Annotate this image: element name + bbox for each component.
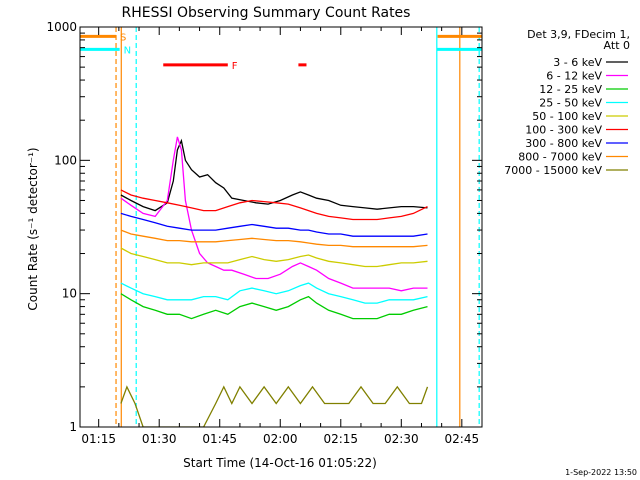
y-axis: 1 10 100 1000	[46, 20, 482, 434]
x-tick-label-1: 01:30	[142, 432, 177, 446]
flag-label-N: N	[124, 45, 131, 56]
legend-entry-0: 3 - 6 keV	[553, 56, 602, 69]
x-axis: 01:15 01:30 01:45 02:00 02:15 02:30 02:45	[81, 27, 483, 446]
x-tick-label-2: 01:45	[202, 432, 237, 446]
x-tick-label-4: 02:15	[323, 432, 358, 446]
y-tick-label-0: 1	[69, 420, 77, 434]
legend-entry-6: 300 - 800 keV	[525, 137, 602, 150]
x-tick-label-5: 02:30	[384, 432, 419, 446]
flag-label-S: S	[120, 32, 126, 43]
x-tick-label-3: 02:00	[263, 432, 298, 446]
legend-entry-4: 50 - 100 keV	[532, 110, 602, 123]
series-line-1	[120, 136, 428, 292]
y-axis-label: Count Rate (s⁻¹ detector⁻¹)	[26, 147, 40, 310]
x-axis-label: Start Time (14-Oct-16 01:05:22)	[183, 456, 377, 470]
series-layer	[120, 136, 429, 427]
x-tick-label-0: 01:15	[81, 432, 116, 446]
flag-label-F: F	[232, 61, 238, 72]
legend-header-0: Det 3,9, FDecim 1,	[527, 28, 630, 41]
legend-entry-1: 6 - 12 keV	[546, 70, 602, 83]
legend-header-1: Att 0	[604, 39, 630, 52]
legend-entry-3: 25 - 50 keV	[539, 97, 602, 110]
series-line-0	[120, 138, 428, 212]
series-line-4	[120, 247, 428, 268]
plot-frame	[79, 26, 483, 428]
series-line-6	[120, 212, 428, 237]
series-line-3	[120, 282, 428, 304]
series-line-8	[120, 385, 429, 427]
y-tick-label-2: 100	[54, 153, 77, 167]
timestamp: 1-Sep-2022 13:50	[565, 468, 637, 477]
chart-title: RHESSI Observing Summary Count Rates	[122, 5, 411, 21]
legend-entry-2: 12 - 25 keV	[539, 83, 602, 96]
legend-entry-8: 7000 - 15000 keV	[504, 164, 602, 177]
series-line-2	[120, 293, 428, 320]
vertical-markers	[115, 27, 480, 427]
legend-entry-5: 100 - 300 keV	[525, 124, 602, 137]
y-tick-label-3: 1000	[46, 20, 77, 34]
flags-layer: SN F	[80, 32, 482, 72]
series-line-5	[120, 189, 428, 221]
x-tick-label-6: 02:45	[445, 432, 480, 446]
legend-entry-7: 800 - 7000 keV	[518, 151, 602, 164]
y-tick-label-1: 10	[62, 287, 77, 301]
series-line-7	[120, 229, 428, 248]
